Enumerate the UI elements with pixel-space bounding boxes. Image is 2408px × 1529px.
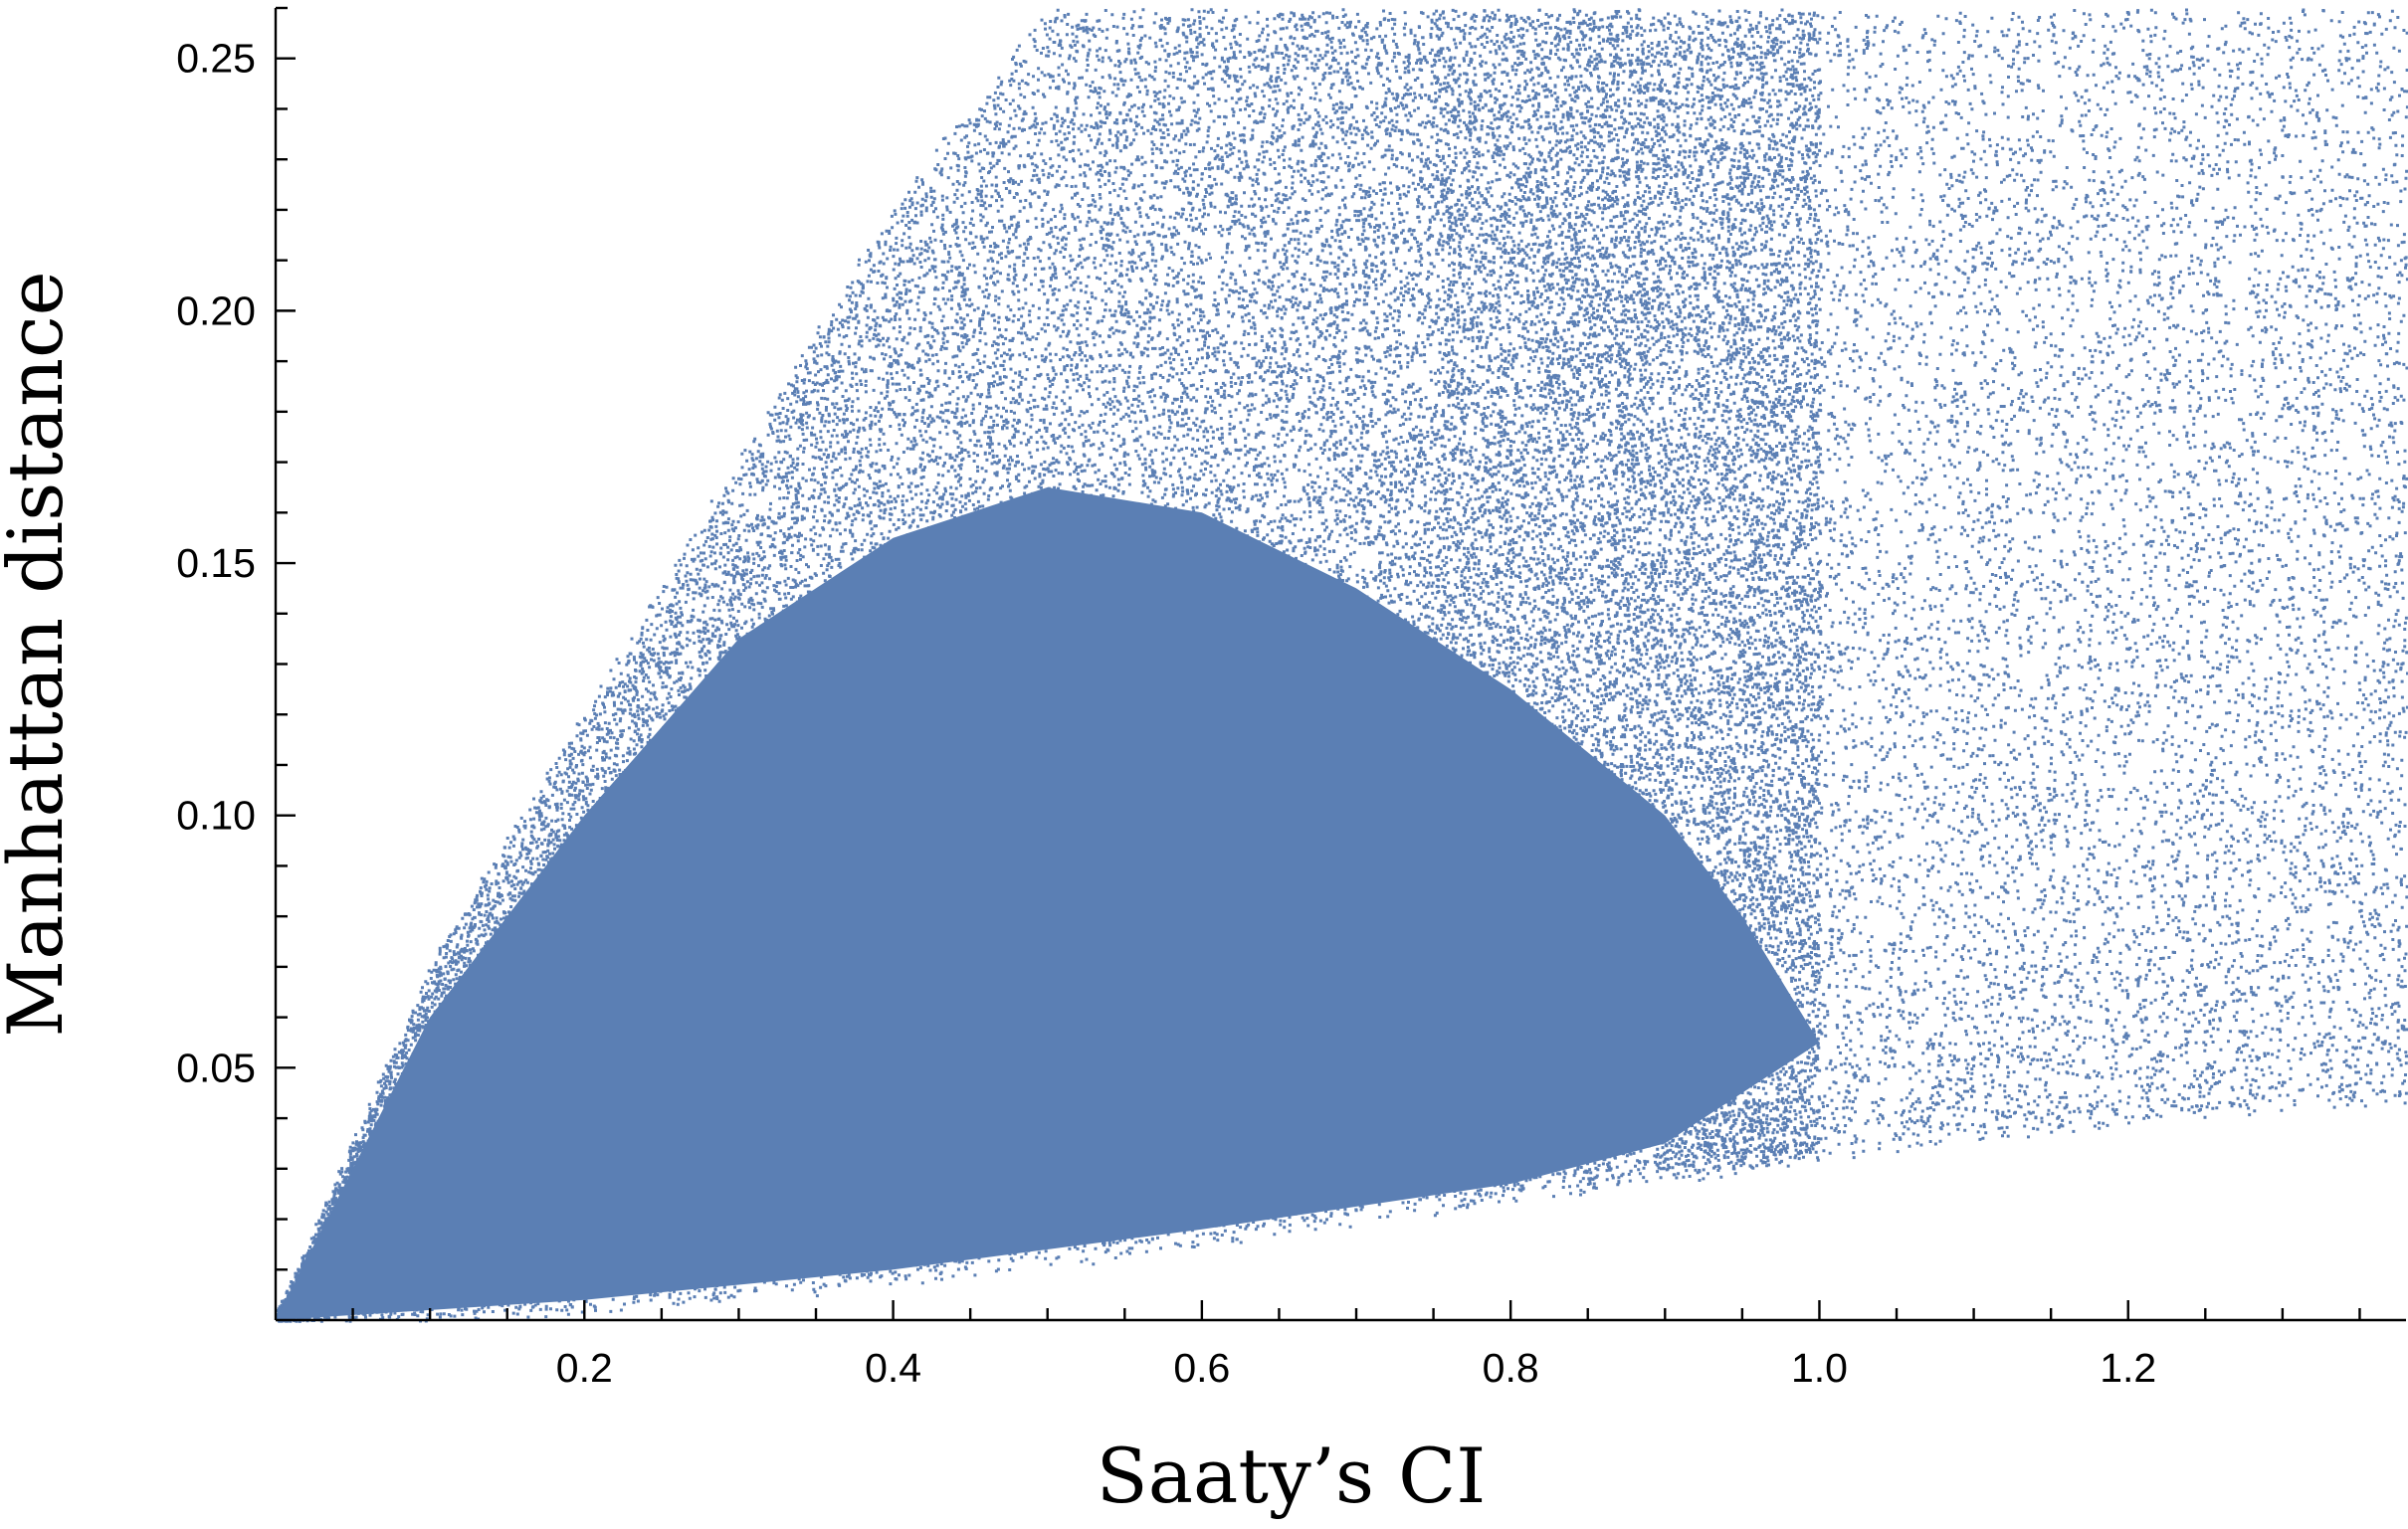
x-tick-label: 1.0 xyxy=(1791,1345,1848,1391)
scatter-dense-core xyxy=(276,487,1819,1320)
x-tick-label: 0.8 xyxy=(1483,1345,1539,1391)
x-tick-label: 0.6 xyxy=(1173,1345,1230,1391)
x-tick-label: 0.2 xyxy=(556,1345,613,1391)
x-tick-label: 1.2 xyxy=(2100,1345,2156,1391)
y-tick-label: 0.25 xyxy=(176,36,256,82)
x-axis-ticks xyxy=(353,1300,2360,1320)
y-tick-label: 0.20 xyxy=(176,287,256,333)
x-tick-label: 0.4 xyxy=(865,1345,921,1391)
y-axis-title: Manhattan distance xyxy=(0,271,80,1037)
y-tick-label: 0.10 xyxy=(176,793,256,839)
x-axis-tick-labels: 0.2 0.4 0.6 0.8 1.0 1.2 xyxy=(556,1345,2156,1391)
y-axis-ticks xyxy=(276,8,296,1269)
y-tick-label: 0.05 xyxy=(176,1045,256,1090)
y-tick-label: 0.15 xyxy=(176,540,256,586)
y-axis-tick-labels: 0.05 0.10 0.15 0.20 0.25 xyxy=(176,36,256,1091)
x-axis-title: Saaty’s CI xyxy=(1097,1432,1487,1520)
scatter-points xyxy=(276,8,2408,1323)
